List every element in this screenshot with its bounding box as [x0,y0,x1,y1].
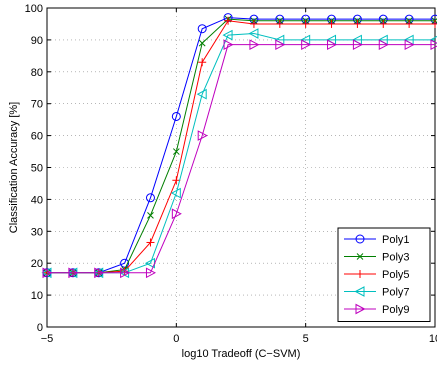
data-point-triangle-right [120,267,131,279]
data-point-triangle-left [196,88,207,100]
data-point-triangle-right [430,39,437,51]
data-point-plus [431,19,437,28]
y-tick-label: 40 [31,194,43,206]
legend-label: Poly3 [382,252,410,264]
data-point-triangle-right [171,208,182,220]
series-poly9 [42,39,437,279]
data-point-triangle-left [248,28,259,39]
data-point-triangle-right [145,267,157,279]
legend: Poly1 Poly3 Poly5 Poly7 Poly9 [337,227,431,322]
data-point-circle [145,193,155,203]
legend-item: Poly5 [344,269,410,281]
data-point-triangle-left [170,187,181,199]
data-point-plus [327,19,336,28]
data-point-triangle-right [223,39,234,51]
data-point-triangle-right [275,39,286,51]
series-line [47,20,435,274]
data-point-plus [301,19,310,28]
x-tick-label: 5 [303,333,309,345]
series-group [41,13,437,279]
data-point-plus [224,16,233,25]
x-tick-label: −5 [41,333,54,345]
legend-item: Poly9 [344,303,410,316]
data-point-plus [249,19,258,28]
data-point-triangle-right [42,267,53,279]
data-point-x [356,253,364,260]
legend-item: Poly3 [344,252,410,264]
y-axis-label: Classification Accuracy [%] [8,102,20,233]
series-poly5 [43,16,437,277]
data-point-triangle-right [327,39,338,51]
data-point-plus [172,176,181,185]
legend-item: Poly7 [344,286,410,299]
data-point-triangle-right [404,39,415,51]
legend-label: Poly1 [382,234,410,246]
data-point-circle [197,24,207,34]
legend-item: Poly1 [344,234,410,246]
series-line [47,44,435,274]
legend-label: Poly9 [382,304,410,316]
x-tick-label: 10 [429,333,437,345]
data-point-triangle-right [197,130,208,141]
data-point-triangle-right [301,39,312,51]
y-tick-label: 70 [31,99,43,111]
series-line [47,18,435,274]
legend-box [337,227,431,322]
y-tick-label: 10 [31,290,43,302]
series-line [47,17,435,274]
data-point-triangle-left [222,29,233,41]
data-point-triangle-right [68,267,79,279]
data-point-plus [120,267,129,276]
data-point-triangle-right [352,39,363,51]
data-point-x [172,148,180,155]
y-tick-label: 100 [25,3,43,15]
x-axis-label: log10 Tradeoff (C−SVM) [182,348,301,360]
data-point-triangle-right [249,39,260,51]
legend-label: Poly5 [382,269,410,281]
x-tick-label: 0 [173,333,179,345]
data-point-x [198,39,206,47]
data-point-plus [146,238,155,247]
data-point-plus [353,19,362,28]
y-tick-label: 0 [37,322,43,334]
data-point-plus [198,58,207,67]
data-point-plus [356,270,364,278]
data-point-circle [171,111,181,121]
data-point-triangle-right [378,39,389,51]
y-tick-label: 80 [31,67,43,79]
grid [47,8,435,327]
y-tick-label: 90 [31,35,43,47]
data-point-triangle-right [355,303,366,315]
y-tick-label: 30 [31,226,43,238]
data-point-plus [379,19,388,28]
y-tick-label: 50 [31,163,43,175]
axis-ticks: −505100102030405060708090100 [25,3,437,345]
data-point-triangle-right [94,267,105,279]
y-tick-label: 20 [31,258,43,270]
y-tick-label: 60 [31,131,43,143]
data-point-plus [275,19,284,28]
legend-label: Poly7 [382,287,410,299]
data-point-x [147,211,154,219]
data-point-plus [405,19,414,28]
data-point-triangle-left [354,286,365,297]
data-point-circle [355,234,365,244]
